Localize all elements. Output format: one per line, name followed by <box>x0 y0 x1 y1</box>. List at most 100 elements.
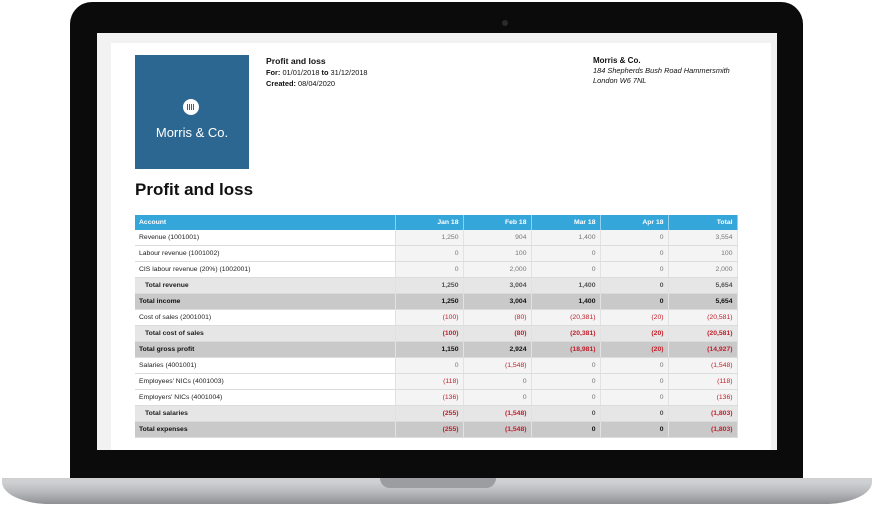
value-cell: (255) <box>395 405 464 422</box>
value-cell: (20,581) <box>668 325 738 342</box>
value-cell: 0 <box>463 373 532 390</box>
value-cell: 0 <box>531 357 601 374</box>
table-row: Salaries (4001001) 0 (1,548) 0 0 (1,548) <box>135 357 738 374</box>
value-cell: (1,548) <box>668 357 738 374</box>
value-cell: (1,548) <box>463 357 532 374</box>
value-cell: (80) <box>463 309 532 326</box>
value-cell: 3,004 <box>463 293 532 310</box>
soundwave-icon <box>183 99 199 115</box>
report-period: For: 01/01/2018 to 31/12/2018 <box>266 68 368 77</box>
laptop-lid-notch <box>380 478 496 488</box>
period-end: 31/12/2018 <box>330 68 368 77</box>
table-body: Revenue (1001001) 1,250 904 1,400 0 3,554 Labo… <box>135 230 738 438</box>
report-created: Created: 08/04/2020 <box>266 79 336 88</box>
value-cell: 3,554 <box>668 230 738 246</box>
value-cell: 5,654 <box>668 293 738 310</box>
account-cell: Cost of sales (2001001) <box>135 309 396 326</box>
value-cell: 2,924 <box>463 341 532 358</box>
value-cell: 904 <box>463 230 532 246</box>
value-cell: (100) <box>395 309 464 326</box>
value-cell: 1,400 <box>531 277 601 294</box>
value-cell: 0 <box>600 277 669 294</box>
value-cell: (118) <box>395 373 464 390</box>
report-header-title: Profit and loss <box>266 56 326 66</box>
value-cell: 1,250 <box>395 230 464 246</box>
account-cell: Total expenses <box>135 421 396 438</box>
value-cell: 1,150 <box>395 341 464 358</box>
column-header: Mar 18 <box>531 215 601 230</box>
camera-icon <box>502 20 508 26</box>
value-cell: 0 <box>531 373 601 390</box>
value-cell: 2,000 <box>668 261 738 278</box>
table-row: CIS labour revenue (20%) (1002001) 0 2,000… <box>135 261 738 278</box>
value-cell: (20) <box>600 341 669 358</box>
column-header: Jan 18 <box>395 215 464 230</box>
value-cell: (136) <box>668 389 738 406</box>
value-cell: (1,803) <box>668 421 738 438</box>
account-cell: CIS labour revenue (20%) (1002001) <box>135 261 396 278</box>
table-row: Total salaries (255) (1,548) 0 0 (1,803) <box>135 405 738 422</box>
account-cell: Revenue (1001001) <box>135 230 396 246</box>
logo-text: Morris & Co. <box>155 125 229 140</box>
table-row: Employers' NICs (4001004) (136) 0 0 0 (136) <box>135 389 738 406</box>
value-cell: (18,981) <box>531 341 601 358</box>
table-header-row: Account Jan 18 Feb 18 Mar 18 Apr 18 Tota… <box>135 215 738 230</box>
value-cell: 2,000 <box>463 261 532 278</box>
account-cell: Total salaries <box>135 405 396 422</box>
created-date: 08/04/2020 <box>298 79 336 88</box>
value-cell: 0 <box>531 405 601 422</box>
account-cell: Employees' NICs (4001003) <box>135 373 396 390</box>
value-cell: (100) <box>395 325 464 342</box>
column-header: Total <box>668 215 738 230</box>
value-cell: (20) <box>600 309 669 326</box>
table-row: Labour revenue (1001002) 0 100 0 0 100 <box>135 245 738 262</box>
value-cell: 0 <box>600 245 669 262</box>
value-cell: 0 <box>395 357 464 374</box>
value-cell: 0 <box>600 389 669 406</box>
account-cell: Labour revenue (1001002) <box>135 245 396 262</box>
address-line-2: London W6 7NL <box>593 76 647 85</box>
table-row: Total gross profit 1,150 2,924 (18,981) (20)… <box>135 341 738 358</box>
account-cell: Employers' NICs (4001004) <box>135 389 396 406</box>
value-cell: 0 <box>531 389 601 406</box>
laptop-screen: Morris & Co. Profit and loss For: 01/01/… <box>97 33 777 450</box>
value-cell: (136) <box>395 389 464 406</box>
company-address-block: Morris & Co. 184 Shepherds Bush Road Ham… <box>593 56 730 86</box>
value-cell: (20,381) <box>531 325 601 342</box>
period-start: 01/01/2018 <box>282 68 320 77</box>
value-cell: 0 <box>600 357 669 374</box>
page-title: Profit and loss <box>135 180 254 199</box>
value-cell: 1,250 <box>395 293 464 310</box>
table-row: Total income 1,250 3,004 1,400 0 5,654 <box>135 293 738 310</box>
value-cell: 0 <box>600 293 669 310</box>
value-cell: (255) <box>395 421 464 438</box>
table-row: Total revenue 1,250 3,004 1,400 0 5,654 <box>135 277 738 294</box>
table-row: Cost of sales (2001001) (100) (80) (20,381)… <box>135 309 738 326</box>
value-cell: 0 <box>395 261 464 278</box>
value-cell: 0 <box>600 421 669 438</box>
report-page: Morris & Co. Profit and loss For: 01/01/… <box>111 43 771 450</box>
account-cell: Total cost of sales <box>135 325 396 342</box>
value-cell: 0 <box>600 405 669 422</box>
company-logo: Morris & Co. <box>135 55 249 169</box>
value-cell: 100 <box>668 245 738 262</box>
column-header: Feb 18 <box>463 215 532 230</box>
report-meta: Profit and loss For: 01/01/2018 to 31/12… <box>266 56 368 89</box>
value-cell: 1,400 <box>531 293 601 310</box>
value-cell: 0 <box>463 389 532 406</box>
value-cell: 3,004 <box>463 277 532 294</box>
company-name: Morris & Co. <box>593 56 641 65</box>
value-cell: (20,581) <box>668 309 738 326</box>
column-header: Apr 18 <box>600 215 669 230</box>
value-cell: (1,803) <box>668 405 738 422</box>
value-cell: 5,654 <box>668 277 738 294</box>
value-cell: 1,400 <box>531 230 601 246</box>
value-cell: 0 <box>531 421 601 438</box>
value-cell: 1,250 <box>395 277 464 294</box>
account-cell: Total revenue <box>135 277 396 294</box>
value-cell: (80) <box>463 325 532 342</box>
table-row: Revenue (1001001) 1,250 904 1,400 0 3,554 <box>135 230 738 246</box>
value-cell: 0 <box>600 230 669 246</box>
value-cell: 100 <box>463 245 532 262</box>
table-row: Total cost of sales (100) (80) (20,381) (20)… <box>135 325 738 342</box>
